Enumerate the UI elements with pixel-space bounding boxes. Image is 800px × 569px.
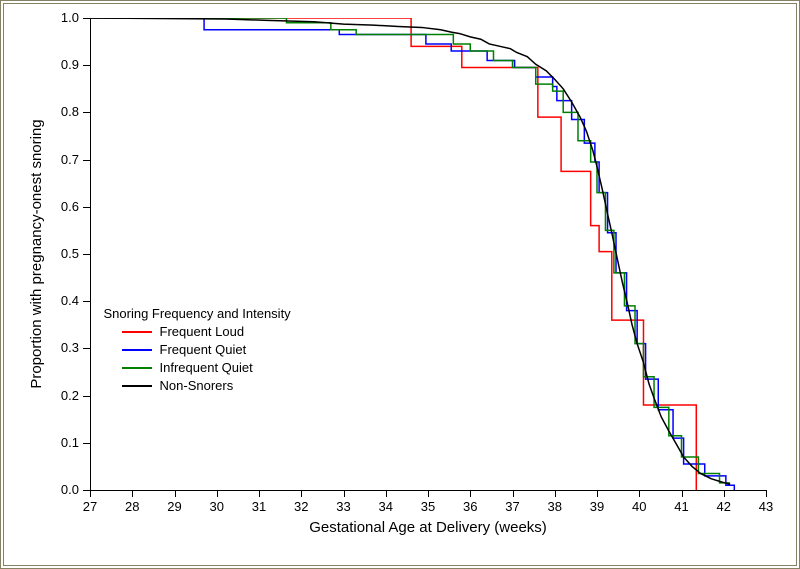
legend-swatch	[122, 385, 152, 387]
legend-item: Infrequent Quiet	[104, 359, 291, 377]
series-line	[90, 18, 730, 483]
legend-item: Non-Snorers	[104, 377, 291, 395]
legend-swatch	[122, 331, 152, 333]
legend-label: Infrequent Quiet	[160, 360, 253, 375]
legend-item: Frequent Loud	[104, 323, 291, 341]
series-line	[90, 18, 734, 490]
legend: Snoring Frequency and Intensity Frequent …	[104, 306, 291, 395]
series-svg	[0, 0, 800, 569]
legend-label: Frequent Loud	[160, 324, 245, 339]
series-line	[90, 18, 730, 484]
legend-label: Non-Snorers	[160, 378, 234, 393]
legend-swatch	[122, 367, 152, 369]
chart-frame: 27282930313233343536373839404142430.00.1…	[0, 0, 800, 569]
series-line	[90, 18, 696, 490]
legend-item: Frequent Quiet	[104, 341, 291, 359]
legend-title: Snoring Frequency and Intensity	[104, 306, 291, 321]
legend-swatch	[122, 349, 152, 351]
legend-label: Frequent Quiet	[160, 342, 247, 357]
